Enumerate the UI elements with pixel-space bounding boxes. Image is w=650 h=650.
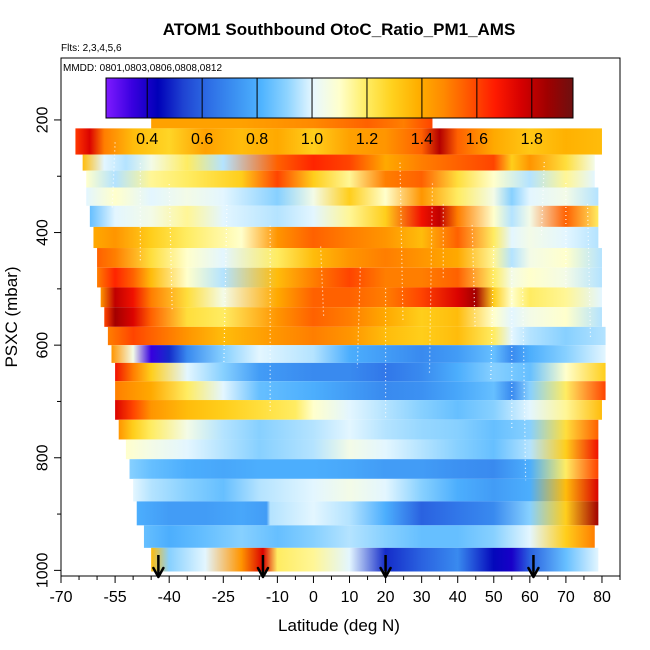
x-tick-label: -40 [158,589,181,606]
speckle-trace [356,267,361,368]
x-tick-label: 50 [485,589,503,606]
x-tick-label: 20 [377,589,395,606]
y-tick-label: 1000 [35,552,52,588]
colorbar-tick-label: 0.4 [136,131,158,148]
colorbar: 0.4 0.6 0.8 1.0 1.2 1.4 1.6 1.8 [105,77,574,148]
x-axis: -70 -55 -40 -25 -10 0 10 20 30 40 50 60 70 80 [49,576,621,606]
colorbar-tick-label: 1.2 [356,131,378,148]
colorbar-tick-label: 0.8 [246,131,268,148]
arrow-head [256,566,270,579]
colorbar-tick-label: 1.4 [411,131,433,148]
heatmap-band [104,307,602,327]
heatmap-band [136,501,599,526]
x-tick-label: 0 [309,589,318,606]
dates-note: MMDD: 0801,0803,0806,0808,0812 [63,63,222,74]
y-axis-label: PSXC (mbar) [2,266,21,367]
plot-frame [60,57,621,577]
heatmap-band [151,547,599,572]
heatmap-band [97,248,602,268]
x-tick-label: 10 [341,589,359,606]
heatmap-band [118,419,599,440]
x-tick-label: 30 [413,589,431,606]
flights-note: Flts: 2,3,4,5,6 [61,43,122,54]
x-tick-label: 60 [521,589,539,606]
heatmap-band [82,154,595,171]
colorbar-tick-label: 1.0 [301,131,323,148]
heatmap-band [86,187,599,206]
x-tick-label: -55 [104,589,127,606]
x-tick-label: -70 [49,589,72,606]
heatmap-band [86,170,595,188]
heatmap-band [97,267,602,288]
y-tick-label: 200 [35,106,52,133]
chart-title: ATOM1 Southbound OtoC_Ratio_PM1_AMS [163,20,516,39]
speckle-trace [540,162,545,239]
x-tick-label: 70 [557,589,575,606]
data-gap-speckles [111,142,592,481]
heatmap-band [100,287,602,308]
y-tick-label: 600 [35,332,52,359]
heatmap-band [115,362,606,382]
colorbar-tick-label: 1.6 [466,131,488,148]
speckle-trace [111,142,116,211]
colorbar-tick-label: 0.6 [191,131,213,148]
heatmap-bands [75,101,606,572]
x-tick-label: 80 [593,589,611,606]
heatmap-band [115,381,606,401]
x-tick-label: -25 [212,589,235,606]
heatmap-band [129,459,599,479]
x-tick-label: -10 [266,589,289,606]
heatmap-band [89,205,599,227]
colorbar-tick-label: 1.8 [521,131,543,148]
arrow-head [379,566,392,579]
speckle-trace [522,287,527,481]
heatmap-band [133,478,599,502]
arrow-head [527,566,540,579]
x-axis-label: Latitude (deg N) [278,616,400,635]
heatmap-band [75,128,602,155]
heatmap-band [125,439,599,460]
colorbar-fill [105,77,574,119]
arrow-head [152,566,165,579]
heatmap-band [111,345,606,363]
y-tick-label: 800 [35,444,52,471]
y-axis: 200 400 600 800 1000 [35,106,61,588]
heatmap-band [115,400,602,420]
y-tick-label: 400 [35,219,52,246]
flight-arrows [152,555,540,579]
heatmap-band [107,326,606,346]
x-tick-label: 40 [449,589,467,606]
heatmap-band [143,525,595,548]
heatmap-band [93,226,599,249]
